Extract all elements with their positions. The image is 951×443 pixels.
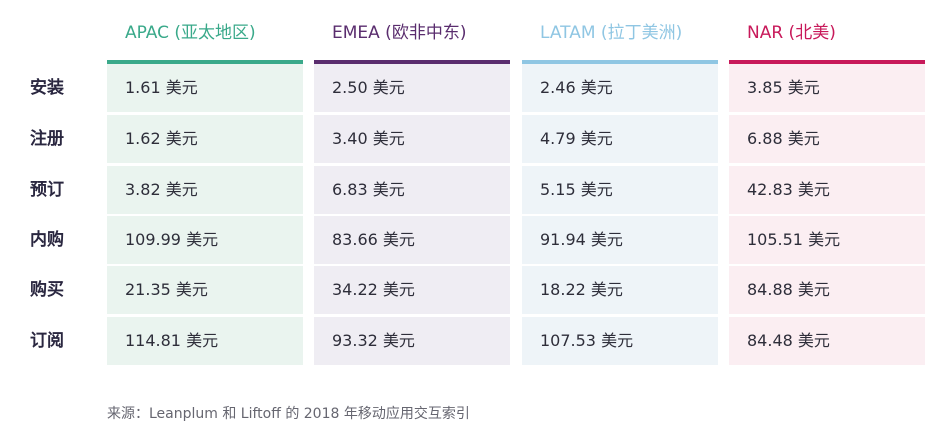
cell-value: 84.48 美元 [747,331,830,350]
cell-emea: 93.32 美元 [314,317,510,365]
cell-value: 18.22 美元 [540,280,623,299]
cell-value: 93.32 美元 [332,331,415,350]
header-row: APAC (亚太地区) EMEA (欧非中东) LATAM (拉丁美洲) NAR… [0,0,951,64]
cell-value: 107.53 美元 [540,331,634,350]
cell-value: 6.83 美元 [332,180,405,199]
cell-apac: 109.99 美元 [107,216,303,264]
table-row: 安装 1.61 美元 2.50 美元 2.46 美元 3.85 美元 [0,64,951,112]
column-title-latam: LATAM (拉丁美洲) [540,23,683,43]
table-row: 注册 1.62 美元 3.40 美元 4.79 美元 6.88 美元 [0,115,951,163]
source-note: 来源：Leanplum 和 Liftoff 的 2018 年移动应用交互索引 [107,406,470,422]
cell-value: 109.99 美元 [125,230,219,249]
cell-latam: 91.94 美元 [522,216,718,264]
cell-nar: 42.83 美元 [729,166,925,214]
cell-emea: 2.50 美元 [314,64,510,112]
cell-latam: 2.46 美元 [522,64,718,112]
cell-latam: 4.79 美元 [522,115,718,163]
column-header-nar: NAR (北美) [729,0,925,64]
row-label: 预订 [30,180,64,200]
cell-value: 2.50 美元 [332,78,405,97]
cell-latam: 18.22 美元 [522,266,718,314]
cell-value: 3.85 美元 [747,78,820,97]
cell-value: 105.51 美元 [747,230,841,249]
cell-apac: 114.81 美元 [107,317,303,365]
cell-latam: 107.53 美元 [522,317,718,365]
cell-value: 4.79 美元 [540,129,613,148]
cell-value: 1.61 美元 [125,78,198,97]
column-title-apac: APAC (亚太地区) [125,23,256,43]
table-row: 预订 3.82 美元 6.83 美元 5.15 美元 42.83 美元 [0,166,951,214]
cell-value: 34.22 美元 [332,280,415,299]
column-bar-emea [314,60,510,64]
column-header-apac: APAC (亚太地区) [107,0,303,64]
cell-value: 3.82 美元 [125,180,198,199]
cell-value: 3.40 美元 [332,129,405,148]
cell-value: 114.81 美元 [125,331,219,350]
column-header-latam: LATAM (拉丁美洲) [522,0,718,64]
column-header-emea: EMEA (欧非中东) [314,0,510,64]
cell-nar: 6.88 美元 [729,115,925,163]
cell-value: 5.15 美元 [540,180,613,199]
cell-nar: 3.85 美元 [729,64,925,112]
column-bar-latam [522,60,718,64]
cell-value: 21.35 美元 [125,280,208,299]
table-row: 内购 109.99 美元 83.66 美元 91.94 美元 105.51 美元 [0,216,951,264]
cell-value: 6.88 美元 [747,129,820,148]
cell-value: 42.83 美元 [747,180,830,199]
cell-value: 1.62 美元 [125,129,198,148]
column-title-nar: NAR (北美) [747,23,836,43]
cell-value: 83.66 美元 [332,230,415,249]
row-label: 订阅 [30,331,64,351]
cell-value: 2.46 美元 [540,78,613,97]
cell-nar: 84.88 美元 [729,266,925,314]
cell-apac: 1.62 美元 [107,115,303,163]
cell-emea: 34.22 美元 [314,266,510,314]
cell-nar: 105.51 美元 [729,216,925,264]
cell-latam: 5.15 美元 [522,166,718,214]
column-title-emea: EMEA (欧非中东) [332,23,467,43]
cell-nar: 84.48 美元 [729,317,925,365]
row-label: 内购 [30,230,64,250]
column-bar-nar [729,60,925,64]
cell-apac: 3.82 美元 [107,166,303,214]
row-label: 购买 [30,280,64,300]
cell-emea: 83.66 美元 [314,216,510,264]
table-row: 购买 21.35 美元 34.22 美元 18.22 美元 84.88 美元 [0,266,951,314]
row-label: 安装 [30,78,64,98]
column-bar-apac [107,60,303,64]
cell-value: 84.88 美元 [747,280,830,299]
cell-apac: 1.61 美元 [107,64,303,112]
table-row: 订阅 114.81 美元 93.32 美元 107.53 美元 84.48 美元 [0,317,951,365]
cell-apac: 21.35 美元 [107,266,303,314]
row-label: 注册 [30,129,64,149]
cell-emea: 3.40 美元 [314,115,510,163]
cell-emea: 6.83 美元 [314,166,510,214]
cell-value: 91.94 美元 [540,230,623,249]
